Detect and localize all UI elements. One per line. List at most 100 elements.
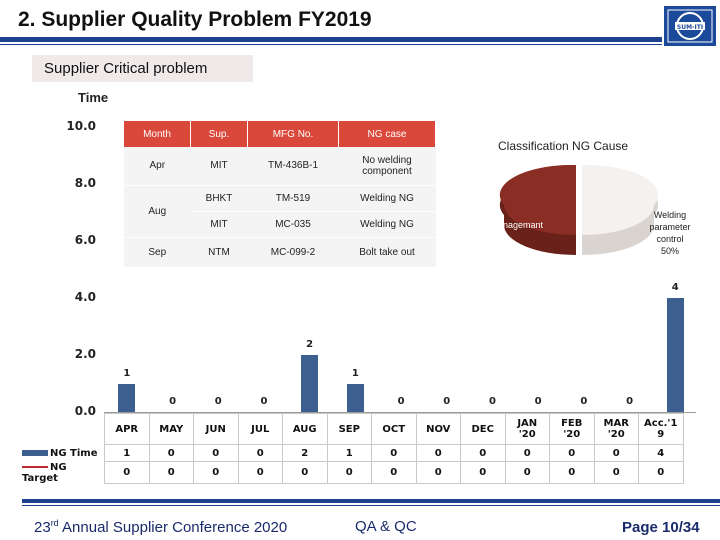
ng-cell-mfg: MC-035 [247,211,339,238]
y-tick-label: 10.0 [66,119,96,133]
ng-cell-sup: BHKT [190,185,248,212]
series-value-cell: 0 [549,444,595,462]
legend-label: NG Time [50,447,98,459]
pie-label-line: control [656,234,684,244]
y-tick-label: 6.0 [74,233,96,247]
pie-title: Classification NG Cause [498,139,629,153]
pie-label-line: Welding [653,210,687,220]
title-divider [0,37,662,42]
bar-mark [301,355,319,412]
y-tick-label: 2.0 [74,347,96,361]
bar-value-label: 2 [306,339,314,350]
legend-label: NG Target [22,461,67,484]
ng-cell-mfg: TM-519 [247,185,339,212]
series-value-cell: 0 [282,461,328,484]
category-label: OCT [371,413,417,445]
y-axis-label: Time [78,90,109,105]
ng-header-sup: Sup. [190,121,248,147]
bar-value-label: 1 [123,367,131,379]
pie-label-right: Welding parameter control 50% [640,209,700,257]
series-value-cell: 0 [237,461,283,484]
bar-value-label: 0 [488,396,496,407]
footer-divider [22,499,720,503]
series-value-cell: 4 [638,444,684,462]
ng-cell-case: Welding NG [338,185,436,212]
category-label: JUL [237,413,283,445]
x-axis-line [104,412,696,413]
series-value-cell: 0 [593,461,639,484]
series-value-cell: 0 [415,461,461,484]
legend-swatch [22,449,48,456]
bar-value-label: 0 [443,396,451,407]
ng-cell-case: Welding NG [338,211,436,238]
footer-divider-thin [22,505,720,506]
series-value-cell: 0 [326,461,372,484]
conference-title: Annual Supplier Conference 2020 [58,519,288,536]
bar-value-label: 0 [626,396,634,407]
series-value-cell: 0 [193,444,239,462]
bar-value-label: 4 [671,282,679,293]
ng-cell-sup: MIT [190,211,248,238]
bar-value-label: 0 [214,396,222,407]
data-table: APR MAY JUN JUL AUG SEP OCT NOV DEC JAN '20 FEB '20 M… [22,413,684,484]
ng-cell-sup: NTM [190,237,248,268]
y-tick-label: 8.0 [74,176,96,190]
category-label: MAR '20 [593,413,639,445]
bar-value-label: 0 [580,396,588,407]
ng-header-case: NG case [338,121,436,147]
ng-cell-mfg: MC-099-2 [247,237,339,268]
ng-cell-mfg: TM-436B-1 [247,147,339,186]
series-value-cell: 0 [460,444,506,462]
series-value-cell: 0 [193,461,239,484]
bar-value-label: 0 [534,396,542,407]
series-value-cell: 0 [415,444,461,462]
category-label: DEC [460,413,506,445]
logo-text: SUM-ITI [677,24,703,31]
series-value-cell: 0 [504,461,550,484]
subtitle-box [32,55,253,82]
ng-header-month: Month [124,121,191,147]
title-divider-thin [0,44,662,45]
ng-cell-month: Apr [124,147,191,186]
pie-chart [498,160,659,280]
series-value-cell: 0 [593,444,639,462]
pie-label-line: 50% [660,246,679,256]
ng-cell-sup: MIT [190,147,248,186]
conference-ordinal: 23 [34,519,51,536]
y-tick-label: 0.0 [74,404,96,418]
bar-value-label: 1 [351,367,359,379]
legend-spacer [22,414,105,445]
bar-value-label: 0 [260,396,268,407]
series-value-cell: 0 [237,444,283,462]
series-value-cell: 2 [282,444,328,462]
series-value-cell: 0 [148,461,194,484]
bar-mark [118,383,136,412]
series-value-cell: 0 [104,461,150,484]
y-tick-label: 4.0 [74,290,96,304]
section-subtitle: Supplier Critical problem [44,60,208,77]
legend-ng-time: NG Time [22,445,105,462]
pie-label-left: anagemant [498,220,544,230]
category-label: JUN [193,413,239,445]
bar-mark [666,298,684,412]
series-value-cell: 1 [104,444,150,462]
category-label: FEB '20 [549,413,595,445]
series-value-cell: 0 [504,444,550,462]
series-value-cell: 0 [549,461,595,484]
pie-label-line: parameter [649,222,691,232]
series-value-cell: 0 [460,461,506,484]
ng-cell-case: Bolt take out [338,237,436,268]
bar-value-label: 0 [169,396,177,407]
ng-header-mfg: MFG No. [247,121,339,147]
legend-ng-target: NG Target [22,462,105,484]
category-label: NOV [415,413,461,445]
pie-slice-welding [582,164,659,235]
ng-cell-month: Aug [124,185,191,238]
ng-cell-case: No welding component [338,147,436,186]
series-value-cell: 0 [148,444,194,462]
series-value-cell: 0 [638,461,684,484]
page-number: Page 10/34 [622,519,700,536]
conference-name: 23rd Annual Supplier Conference 2020 [34,518,287,536]
ng-table: Month Sup. MFG No. NG case Apr MIT TM-43… [124,121,436,268]
page-title: 2. Supplier Quality Problem FY2019 [18,8,372,31]
